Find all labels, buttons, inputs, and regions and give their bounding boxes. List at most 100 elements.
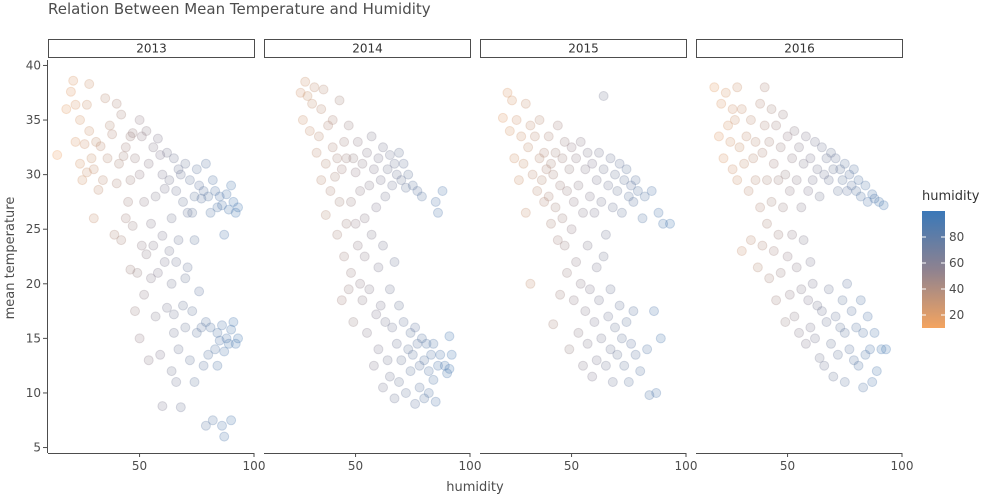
data-point: [130, 153, 140, 164]
data-point: [307, 98, 318, 109]
data-point: [548, 169, 559, 180]
data-point: [391, 169, 402, 180]
facet-strip-label: 2014: [352, 42, 383, 56]
data-point: [414, 382, 425, 393]
data-point: [200, 317, 211, 327]
y-tick-label: 20: [26, 277, 41, 291]
x-tick-label: 50: [780, 459, 795, 473]
points-2015: [497, 87, 675, 401]
data-point: [180, 322, 191, 333]
data-point: [539, 196, 550, 207]
data-point: [527, 169, 538, 180]
data-point: [546, 158, 556, 169]
data-point: [497, 112, 508, 123]
y-tick-label: 40: [26, 58, 41, 72]
data-point: [394, 300, 404, 311]
data-point: [778, 202, 788, 213]
facet-strip-label: 2016: [784, 42, 815, 56]
legend-colorbar: [922, 211, 945, 328]
data-point: [102, 153, 113, 164]
data-point: [111, 178, 122, 189]
data-point: [348, 317, 359, 327]
data-point: [869, 327, 880, 338]
data-point: [120, 142, 131, 153]
data-point: [748, 153, 759, 164]
data-point: [791, 175, 802, 186]
data-point: [125, 131, 136, 142]
data-point: [212, 360, 223, 371]
data-point: [217, 200, 227, 211]
data-point: [442, 368, 453, 379]
data-point: [184, 355, 195, 366]
data-point: [180, 273, 191, 284]
data-point: [848, 355, 859, 366]
facet-panel-2015: 2015 50 100: [480, 39, 697, 473]
data-point: [141, 126, 152, 136]
data-point: [230, 207, 241, 218]
data-point: [378, 142, 388, 153]
color-legend: humidity 20 40 60 80: [922, 189, 980, 328]
data-point: [539, 147, 550, 158]
data-point: [655, 333, 666, 344]
data-point: [571, 153, 582, 164]
data-point: [752, 262, 763, 273]
data-point: [600, 229, 611, 240]
data-point: [159, 183, 170, 194]
data-point: [855, 191, 866, 202]
data-point: [878, 200, 889, 211]
data-point: [718, 153, 729, 164]
data-point: [421, 338, 432, 349]
data-point: [433, 207, 443, 218]
data-point: [858, 382, 869, 393]
y-tick-label: 30: [26, 168, 41, 182]
data-point: [871, 366, 882, 377]
data-point: [587, 158, 598, 169]
facet-strip-label: 2015: [568, 42, 599, 56]
data-point: [819, 360, 830, 371]
data-point: [575, 136, 586, 147]
y-axis-title: mean temperature: [3, 197, 18, 320]
data-point: [357, 158, 368, 169]
data-point: [612, 186, 623, 196]
data-point: [614, 158, 625, 169]
data-point: [605, 344, 616, 355]
data-point: [720, 87, 731, 98]
data-point: [230, 338, 241, 349]
data-point: [780, 169, 791, 180]
data-point: [189, 235, 200, 246]
data-point: [630, 175, 641, 186]
data-point: [184, 175, 195, 186]
data-point: [832, 349, 843, 360]
data-point: [578, 207, 588, 218]
data-point: [200, 420, 211, 431]
data-point: [444, 363, 455, 374]
data-point: [178, 196, 188, 207]
data-point: [839, 377, 850, 387]
data-point: [426, 349, 437, 360]
data-point: [341, 218, 352, 229]
points-2014: [295, 76, 457, 409]
facet-panel-2013: 2013 50 100: [48, 39, 265, 473]
points-2013: [52, 75, 243, 442]
data-point: [384, 284, 395, 295]
data-point: [84, 126, 95, 136]
data-point: [327, 115, 338, 125]
legend-tick-label: 20: [949, 308, 964, 322]
data-point: [332, 229, 343, 240]
data-point: [541, 164, 552, 175]
data-point: [217, 320, 227, 331]
data-point: [320, 210, 331, 220]
data-point: [525, 278, 536, 289]
data-point: [327, 142, 338, 153]
facet-panel-2014: 2014 50 100: [264, 39, 481, 473]
data-point: [766, 196, 777, 207]
data-point: [139, 196, 150, 207]
data-point: [867, 377, 878, 387]
data-point: [382, 355, 393, 366]
data-point: [805, 153, 816, 164]
data-point: [366, 131, 377, 142]
data-point: [198, 360, 209, 371]
data-point: [741, 131, 752, 142]
data-point: [205, 207, 216, 218]
data-point: [378, 382, 388, 393]
